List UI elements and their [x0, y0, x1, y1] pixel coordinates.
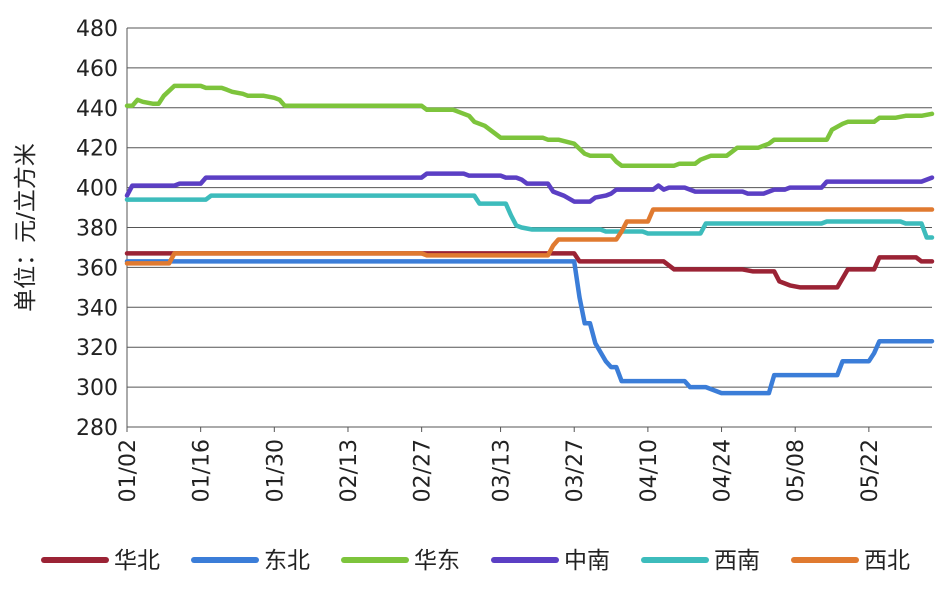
axes: [126, 28, 932, 428]
y-tick-label: 300: [76, 376, 118, 401]
x-tick-label: 04/24: [711, 439, 736, 502]
y-tick-label: 280: [76, 416, 118, 441]
legend-label-2: 华东: [414, 548, 460, 574]
y-tick-label: 360: [76, 256, 118, 281]
legend-label-4: 西南: [714, 548, 760, 574]
series-line-0: [124, 251, 935, 290]
y-axis-ticks: 280 300 320 340 360 380 400 420 440 460 480: [76, 17, 118, 441]
x-tick-label: 05/08: [784, 439, 809, 502]
series-line-4: [124, 193, 935, 240]
y-tick-label: 400: [76, 177, 118, 202]
x-tick-label: 02/27: [411, 439, 436, 502]
legend-label-3: 中南: [564, 548, 610, 574]
x-tick-label: 03/13: [490, 439, 515, 502]
legend-label-5: 西北: [864, 548, 910, 574]
x-tick-label: 01/30: [263, 439, 288, 502]
y-tick-label: 420: [76, 137, 118, 162]
y-tick-label: 440: [76, 97, 118, 122]
y-tick-label: 460: [76, 57, 118, 82]
y-tick-label: 320: [76, 336, 118, 361]
series-line-2: [124, 83, 935, 168]
legend-label-1: 东北: [264, 548, 310, 574]
x-tick-label: 01/16: [190, 439, 215, 502]
y-tick-label: 380: [76, 217, 118, 242]
y-axis-label: 单位：元/立方米: [13, 143, 39, 312]
y-tick-label: 340: [76, 296, 118, 321]
x-axis-ticks: 01/02 01/16 01/30 02/13 02/27 03/13 03/27 04/10…: [116, 427, 883, 502]
x-tick-label: 05/22: [858, 439, 883, 502]
y-tick-label: 480: [76, 17, 118, 42]
x-tick-label: 01/02: [116, 439, 141, 502]
x-tick-label: 04/10: [637, 439, 662, 502]
series-line-5: [124, 207, 935, 266]
legend: 华北 东北 华东 中南 西南 西北: [41, 548, 910, 574]
series-line-1: [124, 259, 935, 396]
x-tick-label: 02/13: [337, 439, 362, 502]
series-line-3: [124, 171, 935, 204]
x-tick-label: 03/27: [563, 439, 588, 502]
legend-label-0: 华北: [114, 548, 160, 574]
series-lines: [124, 83, 935, 396]
